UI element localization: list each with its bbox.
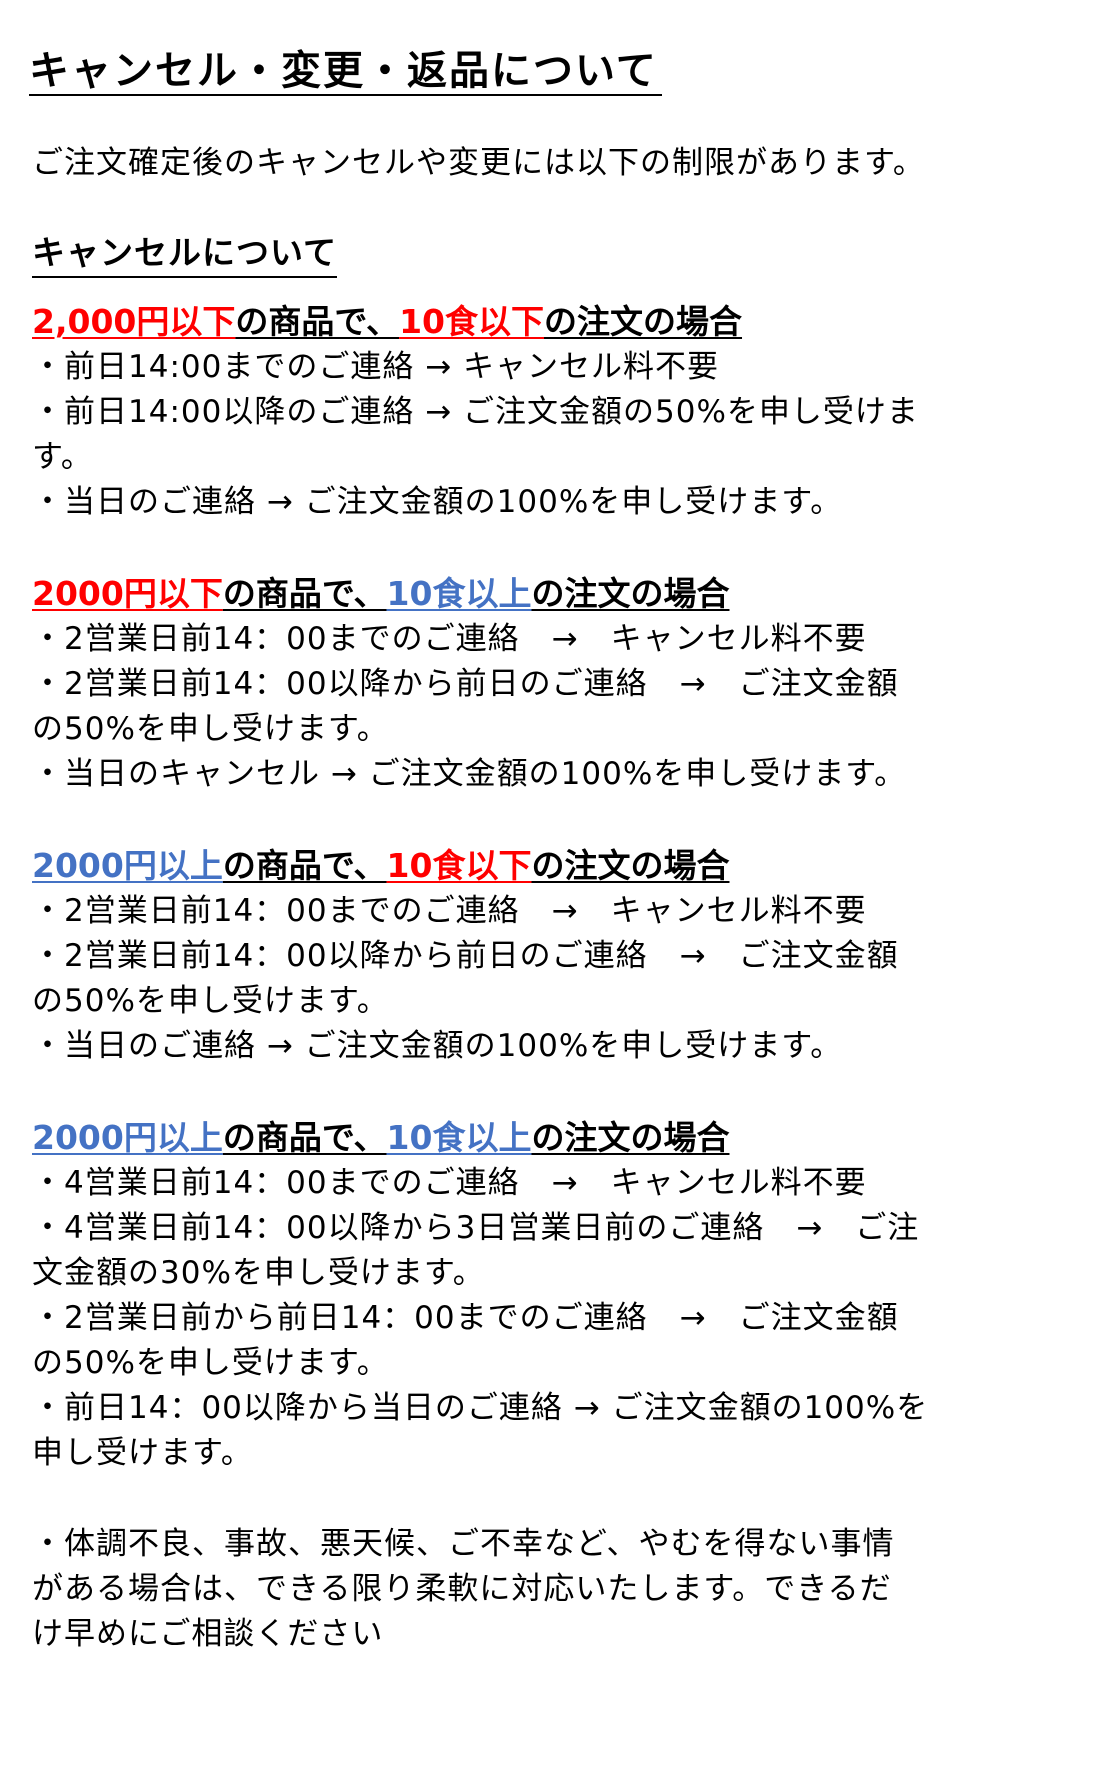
section-heading: 2000円以下の商品で、10食以上の注文の場合 <box>32 571 1104 617</box>
heading-text: の商品で、 <box>222 846 387 885</box>
note-line: ・体調不良、事故、悪天候、ご不幸など、やむを得ない事情 <box>32 1526 895 1562</box>
heading-text: の注文の場合 <box>531 1118 730 1157</box>
policy-section: 2000円以上の商品で、10食以上の注文の場合・4営業日前14：00までのご連絡… <box>32 1115 1104 1476</box>
price-condition: 2,000円以下 <box>32 302 236 341</box>
quantity-condition: 10食以上 <box>386 574 532 613</box>
page: キャンセル・変更・返品について ご注文確定後のキャンセルや変更には以下の制限があ… <box>29 48 1104 1657</box>
price-condition: 2000円以上 <box>32 846 223 885</box>
quantity-condition: 10食以上 <box>386 1118 532 1157</box>
cancel-heading: キャンセルについて <box>32 230 338 278</box>
heading-text: の商品で、 <box>235 302 400 341</box>
note-line: け早めにご相談ください <box>32 1616 384 1652</box>
note-block: ・体調不良、事故、悪天候、ご不幸など、やむを得ない事情 がある場合は、できる限り柔… <box>32 1522 1104 1657</box>
policy-line: ・前日14:00以降のご連絡 → ご注文金額の50%を申し受けま <box>32 394 919 430</box>
policy-line: の50%を申し受けます。 <box>32 1345 389 1381</box>
policy-line: ・前日14：00以降から当日のご連絡 → ご注文金額の100%を <box>32 1390 929 1426</box>
price-condition: 2000円以下 <box>32 574 223 613</box>
policy-section: 2000円以上の商品で、10食以下の注文の場合・2営業日前14：00までのご連絡… <box>32 843 1104 1069</box>
policy-line: ・2営業日前14：00までのご連絡 → キャンセル料不要 <box>32 621 867 657</box>
section-heading: 2000円以上の商品で、10食以下の注文の場合 <box>32 843 1104 889</box>
price-condition: 2000円以上 <box>32 1118 223 1157</box>
section-heading: 2000円以上の商品で、10食以上の注文の場合 <box>32 1115 1104 1161</box>
policy-line: の50%を申し受けます。 <box>32 711 389 747</box>
heading-text: の商品で、 <box>222 574 387 613</box>
policy-line: ・2営業日前14：00以降から前日のご連絡 → ご注文金額 <box>32 938 899 974</box>
policy-line: の50%を申し受けます。 <box>32 983 389 1019</box>
heading-text: の注文の場合 <box>531 574 730 613</box>
heading-text: の注文の場合 <box>544 302 743 341</box>
page-title: キャンセル・変更・返品について <box>29 48 662 96</box>
policy-line: 文金額の30%を申し受けます。 <box>32 1255 485 1291</box>
policy-line: ・当日のキャンセル → ご注文金額の100%を申し受けます。 <box>32 756 907 792</box>
policy-line: ・4営業日前14：00までのご連絡 → キャンセル料不要 <box>32 1165 867 1201</box>
policy-line: ・4営業日前14：00以降から3日営業日前のご連絡 → ご注 <box>32 1210 920 1246</box>
policy-section: 2,000円以下の商品で、10食以下の注文の場合・前日14:00までのご連絡 →… <box>32 299 1104 525</box>
policy-line: ・2営業日前14：00までのご連絡 → キャンセル料不要 <box>32 893 867 929</box>
policy-line: ・前日14:00までのご連絡 → キャンセル料不要 <box>32 349 720 385</box>
policy-line: ・当日のご連絡 → ご注文金額の100%を申し受けます。 <box>32 484 843 520</box>
heading-text: の商品で、 <box>222 1118 387 1157</box>
note-line: がある場合は、できる限り柔軟に対応いたします。できるだ <box>32 1571 892 1607</box>
quantity-condition: 10食以下 <box>399 302 545 341</box>
policy-line: す。 <box>32 439 93 475</box>
policy-section: 2000円以下の商品で、10食以上の注文の場合・2営業日前14：00までのご連絡… <box>32 571 1104 797</box>
heading-text: の注文の場合 <box>531 846 730 885</box>
policy-line: ・2営業日前から前日14：00までのご連絡 → ご注文金額 <box>32 1300 899 1336</box>
policy-line: ・2営業日前14：00以降から前日のご連絡 → ご注文金額 <box>32 666 899 702</box>
policy-line: 申し受けます。 <box>32 1435 253 1471</box>
policy-line: ・当日のご連絡 → ご注文金額の100%を申し受けます。 <box>32 1028 843 1064</box>
quantity-condition: 10食以下 <box>386 846 532 885</box>
section-heading: 2,000円以下の商品で、10食以下の注文の場合 <box>32 299 1104 345</box>
cancel-policy-sections: 2,000円以下の商品で、10食以下の注文の場合 ・前日14:00までのご連絡 →… <box>32 299 1104 1476</box>
intro-text: ご注文確定後のキャンセルや変更には以下の制限があります。 <box>32 145 925 181</box>
